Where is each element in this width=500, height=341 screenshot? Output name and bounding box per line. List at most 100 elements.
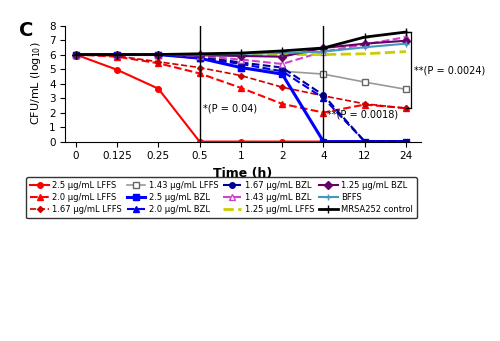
BFFS bbox=[156, 53, 162, 57]
MRSA252 control bbox=[114, 53, 120, 57]
1.25 μg/mL LFFS bbox=[279, 53, 285, 57]
2.5 μg/mL LFFS bbox=[320, 139, 326, 144]
BFFS bbox=[72, 53, 78, 57]
1.67 μg/mL LFFS bbox=[320, 94, 326, 98]
1.25 μg/mL BZL bbox=[238, 54, 244, 58]
2.0 μg/mL BZL bbox=[320, 96, 326, 100]
Line: 1.43 μg/mL BZL: 1.43 μg/mL BZL bbox=[72, 34, 409, 68]
1.25 μg/mL BZL bbox=[362, 42, 368, 46]
2.5 μg/mL BZL bbox=[320, 139, 326, 144]
Text: *(P = 0.04): *(P = 0.04) bbox=[203, 104, 257, 114]
1.43 μg/mL LFFS bbox=[72, 53, 78, 57]
1.43 μg/mL LFFS bbox=[156, 53, 162, 57]
2.5 μg/mL LFFS bbox=[196, 139, 202, 144]
2.5 μg/mL LFFS bbox=[362, 139, 368, 144]
1.43 μg/mL BZL bbox=[114, 53, 120, 57]
1.67 μg/mL LFFS bbox=[114, 54, 120, 58]
1.25 μg/mL LFFS bbox=[72, 53, 78, 57]
1.25 μg/mL BZL bbox=[196, 53, 202, 57]
1.25 μg/mL BZL bbox=[72, 53, 78, 57]
1.43 μg/mL BZL bbox=[362, 42, 368, 46]
Line: 1.67 μg/mL BZL: 1.67 μg/mL BZL bbox=[73, 52, 409, 144]
Y-axis label: CFU/mL (log$_{10}$): CFU/mL (log$_{10}$) bbox=[30, 42, 44, 125]
MRSA252 control bbox=[320, 46, 326, 50]
2.5 μg/mL LFFS bbox=[156, 87, 162, 91]
2.5 μg/mL LFFS bbox=[72, 53, 78, 57]
1.43 μg/mL LFFS bbox=[196, 56, 202, 60]
BFFS bbox=[403, 42, 409, 46]
BFFS bbox=[238, 52, 244, 56]
1.43 μg/mL BZL bbox=[238, 58, 244, 62]
Text: C: C bbox=[19, 21, 34, 40]
2.0 μg/mL LFFS bbox=[156, 61, 162, 65]
BFFS bbox=[362, 45, 368, 49]
2.5 μg/mL BZL bbox=[196, 56, 202, 60]
1.67 μg/mL LFFS bbox=[156, 60, 162, 64]
1.67 μg/mL BZL bbox=[403, 139, 409, 144]
1.43 μg/mL LFFS bbox=[320, 72, 326, 76]
1.25 μg/mL LFFS bbox=[362, 52, 368, 56]
1.43 μg/mL BZL bbox=[279, 62, 285, 66]
2.5 μg/mL LFFS bbox=[279, 139, 285, 144]
1.25 μg/mL BZL bbox=[279, 55, 285, 59]
Text: **(P = 0.0024): **(P = 0.0024) bbox=[414, 65, 486, 75]
2.0 μg/mL LFFS bbox=[320, 110, 326, 115]
1.25 μg/mL LFFS bbox=[238, 53, 244, 57]
1.67 μg/mL LFFS bbox=[238, 74, 244, 78]
1.43 μg/mL BZL bbox=[403, 35, 409, 39]
2.0 μg/mL BZL bbox=[238, 62, 244, 66]
2.5 μg/mL LFFS bbox=[403, 139, 409, 144]
1.43 μg/mL BZL bbox=[156, 53, 162, 57]
2.0 μg/mL LFFS bbox=[403, 106, 409, 110]
MRSA252 control bbox=[403, 30, 409, 34]
Line: MRSA252 control: MRSA252 control bbox=[72, 28, 410, 59]
1.67 μg/mL BZL bbox=[238, 60, 244, 64]
Legend: 2.5 μg/mL LFFS, 2.0 μg/mL LFFS, 1.67 μg/mL LFFS, 1.43 μg/mL LFFS, 2.5 μg/mL BZL,: 2.5 μg/mL LFFS, 2.0 μg/mL LFFS, 1.67 μg/… bbox=[26, 177, 417, 218]
2.0 μg/mL LFFS bbox=[279, 102, 285, 106]
1.43 μg/mL LFFS bbox=[114, 53, 120, 57]
2.0 μg/mL BZL bbox=[196, 56, 202, 60]
1.25 μg/mL BZL bbox=[320, 46, 326, 50]
1.43 μg/mL BZL bbox=[72, 53, 78, 57]
1.67 μg/mL LFFS bbox=[279, 85, 285, 89]
1.67 μg/mL BZL bbox=[196, 55, 202, 59]
1.67 μg/mL BZL bbox=[72, 53, 78, 57]
BFFS bbox=[279, 51, 285, 55]
2.0 μg/mL BZL bbox=[156, 53, 162, 57]
2.0 μg/mL LFFS bbox=[72, 53, 78, 57]
1.67 μg/mL BZL bbox=[156, 53, 162, 57]
Line: 2.5 μg/mL BZL: 2.5 μg/mL BZL bbox=[73, 52, 409, 144]
MRSA252 control bbox=[362, 35, 368, 39]
MRSA252 control bbox=[279, 49, 285, 53]
Line: BFFS: BFFS bbox=[72, 40, 409, 58]
1.25 μg/mL LFFS bbox=[156, 53, 162, 57]
1.43 μg/mL LFFS bbox=[238, 65, 244, 70]
1.67 μg/mL LFFS bbox=[403, 106, 409, 110]
Line: 2.0 μg/mL LFFS: 2.0 μg/mL LFFS bbox=[73, 52, 409, 115]
BFFS bbox=[320, 49, 326, 54]
2.0 μg/mL BZL bbox=[279, 69, 285, 73]
2.0 μg/mL LFFS bbox=[238, 86, 244, 90]
2.5 μg/mL BZL bbox=[362, 139, 368, 144]
Line: 2.5 μg/mL LFFS: 2.5 μg/mL LFFS bbox=[73, 52, 409, 144]
1.43 μg/mL LFFS bbox=[362, 80, 368, 84]
Line: 1.67 μg/mL LFFS: 1.67 μg/mL LFFS bbox=[74, 53, 408, 110]
2.0 μg/mL BZL bbox=[403, 139, 409, 144]
2.5 μg/mL BZL bbox=[279, 72, 285, 76]
2.5 μg/mL BZL bbox=[238, 65, 244, 70]
MRSA252 control bbox=[238, 51, 244, 55]
Line: 1.25 μg/mL LFFS: 1.25 μg/mL LFFS bbox=[76, 51, 406, 55]
1.25 μg/mL BZL bbox=[114, 53, 120, 57]
1.67 μg/mL LFFS bbox=[196, 65, 202, 70]
2.5 μg/mL BZL bbox=[114, 53, 120, 57]
1.67 μg/mL LFFS bbox=[362, 102, 368, 106]
1.25 μg/mL LFFS bbox=[114, 53, 120, 57]
1.25 μg/mL LFFS bbox=[320, 53, 326, 57]
Line: 2.0 μg/mL BZL: 2.0 μg/mL BZL bbox=[73, 52, 409, 144]
2.5 μg/mL BZL bbox=[156, 53, 162, 57]
Text: **(P = 0.0018): **(P = 0.0018) bbox=[327, 110, 398, 120]
2.5 μg/mL BZL bbox=[72, 53, 78, 57]
1.43 μg/mL LFFS bbox=[279, 69, 285, 73]
BFFS bbox=[196, 53, 202, 57]
Line: 1.43 μg/mL LFFS: 1.43 μg/mL LFFS bbox=[72, 51, 409, 93]
